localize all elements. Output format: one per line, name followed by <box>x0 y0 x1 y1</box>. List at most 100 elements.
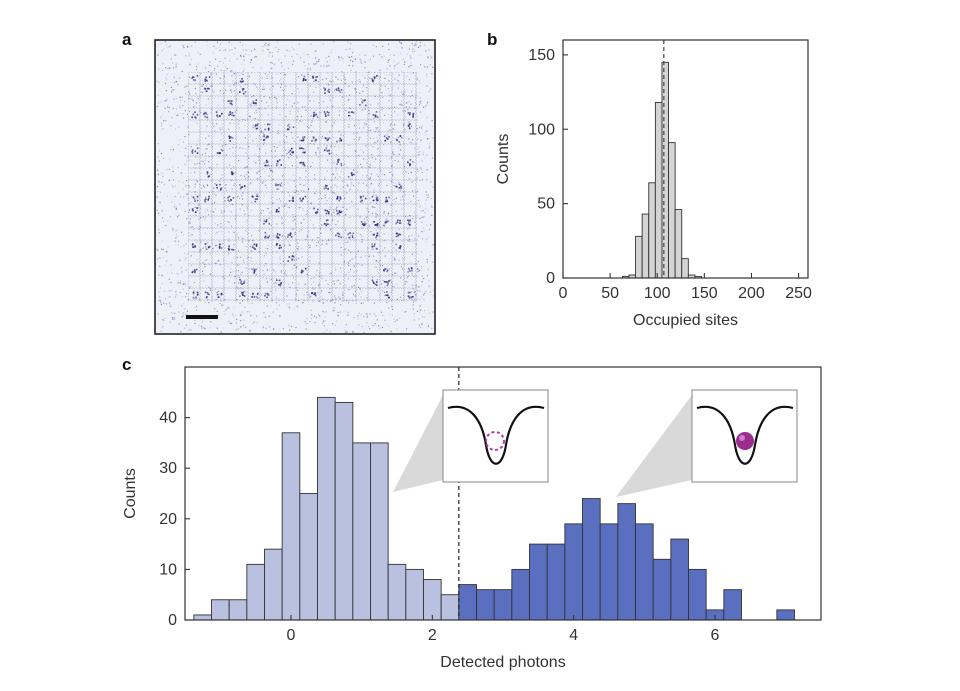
noise-speck <box>418 203 420 205</box>
atom-speck <box>315 138 317 141</box>
atom-speck <box>256 195 258 197</box>
noise-speck <box>231 49 233 51</box>
histogram-bar <box>440 594 460 621</box>
noise-speck <box>188 55 190 57</box>
atom-speck <box>350 172 353 174</box>
atom-speck <box>241 78 243 80</box>
noise-speck <box>379 54 381 56</box>
noise-speck <box>218 314 220 316</box>
noise-speck <box>417 269 419 271</box>
atom-speck <box>194 211 197 213</box>
noise-speck <box>165 100 167 102</box>
noise-speck <box>233 315 235 317</box>
noise-speck <box>270 67 272 69</box>
noise-speck <box>364 67 366 69</box>
atom-speck <box>228 137 231 139</box>
atom-speck <box>288 200 291 202</box>
noise-speck <box>432 311 434 313</box>
noise-speck <box>424 156 426 158</box>
noise-speck <box>157 156 159 158</box>
atom-speck <box>287 151 290 153</box>
noise-speck <box>380 311 382 313</box>
noise-speck <box>333 59 335 61</box>
atom-speck <box>361 223 364 225</box>
noise-speck <box>268 48 270 51</box>
noise-speck <box>357 315 359 317</box>
noise-speck <box>426 224 428 226</box>
noise-speck <box>425 191 427 193</box>
noise-speck <box>201 319 203 321</box>
atom-speck <box>203 87 206 90</box>
atom-speck <box>215 244 217 247</box>
histogram-bar <box>193 614 212 621</box>
atom-speck <box>194 271 196 274</box>
noise-speck <box>171 201 173 203</box>
noise-speck <box>178 126 180 128</box>
atom-speck <box>336 198 338 200</box>
noise-speck <box>426 194 428 196</box>
atom-speck <box>338 233 341 235</box>
noise-speck <box>303 61 305 63</box>
atom-speck <box>375 224 377 226</box>
noise-speck <box>428 236 430 238</box>
panel-c-histogram: 0 2 4 6 0 10 20 30 40 Detected photons Counts <box>122 366 822 671</box>
atom-speck <box>220 188 222 190</box>
atom-speck <box>302 136 304 139</box>
noise-speck <box>419 54 421 56</box>
atom-speck <box>280 246 283 249</box>
noise-speck <box>322 320 325 322</box>
noise-speck <box>213 68 216 70</box>
noise-speck <box>250 314 252 316</box>
noise-speck <box>207 71 210 73</box>
noise-speck <box>227 306 229 309</box>
noise-speck <box>172 186 174 188</box>
noise-speck <box>172 317 174 319</box>
noise-speck <box>159 265 161 267</box>
noise-speck <box>364 61 366 63</box>
atom-speck <box>361 199 363 202</box>
atom-speck <box>328 152 331 155</box>
atom-speck <box>264 294 266 297</box>
noise-speck <box>216 327 218 329</box>
noise-speck <box>174 112 176 114</box>
noise-speck <box>186 310 189 312</box>
empty-site-atom-outline <box>485 431 505 451</box>
noise-speck <box>168 67 170 69</box>
noise-speck <box>268 55 270 57</box>
noise-speck <box>166 78 168 80</box>
noise-speck <box>184 285 187 287</box>
atom-speck <box>314 79 317 82</box>
noise-speck <box>172 229 174 231</box>
noise-speck <box>160 43 162 45</box>
atom-speck <box>409 163 411 165</box>
noise-speck <box>418 270 421 272</box>
atom-speck <box>276 233 279 235</box>
noise-speck <box>410 62 412 64</box>
atom-speck <box>255 245 258 247</box>
atom-speck <box>408 296 411 299</box>
atom-speck <box>384 200 387 203</box>
y-tick-label: 10 <box>159 561 177 578</box>
noise-speck <box>410 64 412 67</box>
noise-speck <box>213 45 215 47</box>
atom-speck <box>376 234 378 237</box>
noise-speck <box>175 206 177 208</box>
atom-speck <box>386 270 388 273</box>
noise-speck <box>422 151 424 153</box>
noise-speck <box>250 59 252 61</box>
atom-speck <box>204 115 207 118</box>
noise-speck <box>269 52 271 54</box>
image-frame <box>154 39 436 335</box>
atom-speck <box>276 162 278 165</box>
noise-speck <box>398 62 400 64</box>
noise-speck <box>281 65 283 67</box>
noise-speck <box>268 44 270 46</box>
noise-speck <box>422 153 424 156</box>
noise-speck <box>234 71 236 73</box>
noise-speck <box>169 321 171 323</box>
atom-speck <box>325 223 328 225</box>
noise-speck <box>338 56 340 58</box>
noise-speck <box>386 324 389 326</box>
noise-speck <box>167 246 169 248</box>
atom-speck <box>373 233 375 236</box>
